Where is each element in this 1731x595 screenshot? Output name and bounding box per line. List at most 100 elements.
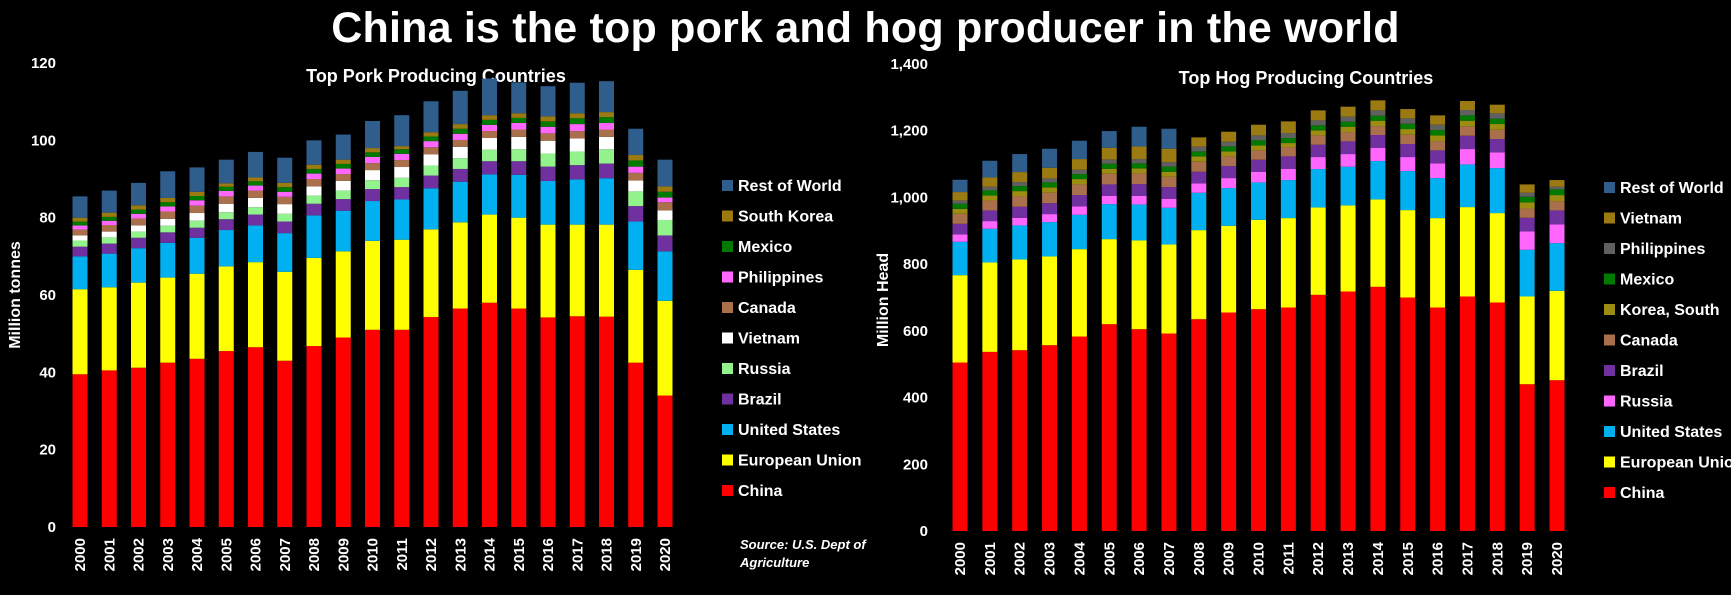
hog-x-tick-2000: 2000 bbox=[952, 542, 969, 575]
pork-bar-2014-south-korea bbox=[482, 115, 497, 120]
pork-bar-2015-china bbox=[511, 308, 527, 527]
hog-y-tick-6: 1,200 bbox=[890, 123, 928, 140]
hog-bar-2005-russia bbox=[1101, 195, 1117, 205]
pork-bar-2015-rest-of-world bbox=[511, 82, 527, 114]
hog-bar-2013-european-union bbox=[1340, 205, 1356, 292]
pork-bar-2006-rest-of-world bbox=[248, 151, 263, 178]
pork-bar-2004-brazil bbox=[189, 227, 205, 238]
hog-bar-2014-mexico bbox=[1370, 115, 1386, 121]
hog-bar-2015-china bbox=[1400, 297, 1416, 531]
pork-legend-swatch-european-union bbox=[722, 454, 733, 466]
pork-bar-2003-united-states bbox=[160, 242, 176, 278]
pork-bar-2020-russia bbox=[657, 219, 673, 236]
pork-bar-2016-philippines bbox=[540, 126, 556, 134]
pork-bar-2009-china bbox=[335, 337, 351, 527]
pork-bar-2016-united-states bbox=[540, 180, 556, 225]
pork-bar-2014-vietnam bbox=[482, 138, 497, 150]
pork-bar-2000-brazil bbox=[72, 246, 88, 257]
hog-bar-2008-philippines bbox=[1191, 146, 1207, 152]
hog-bar-2011-mexico bbox=[1280, 138, 1296, 144]
hog-bar-2010-brazil bbox=[1251, 159, 1266, 172]
pork-bar-2013-south-korea bbox=[452, 124, 468, 129]
hog-bar-2020-canada bbox=[1549, 201, 1565, 211]
pork-bar-2008-brazil bbox=[306, 203, 322, 216]
hog-bar-2011-canada bbox=[1280, 147, 1296, 157]
hog-bar-2003-russia bbox=[1042, 214, 1058, 223]
hog-bar-2004-united-states bbox=[1071, 214, 1087, 250]
pork-bar-2009-philippines bbox=[335, 168, 351, 174]
hog-bar-2003-united-states bbox=[1042, 222, 1058, 257]
hog-bar-2000-canada bbox=[952, 213, 968, 224]
hog-bar-2000-european-union bbox=[952, 275, 968, 363]
hog-bar-2008-russia bbox=[1191, 183, 1207, 193]
pork-bar-2010-european-union bbox=[365, 240, 380, 330]
hog-x-tick-2011: 2011 bbox=[1280, 542, 1297, 575]
pork-bar-2011-canada bbox=[394, 160, 410, 168]
hog-bar-2001-united-states bbox=[982, 228, 998, 263]
hog-bar-2016-united-states bbox=[1430, 178, 1446, 219]
pork-bar-2013-european-union bbox=[452, 222, 468, 309]
pork-legend-label-united-states: United States bbox=[738, 422, 840, 439]
hog-bar-2014-china bbox=[1370, 286, 1386, 531]
hog-bar-2005-china bbox=[1101, 324, 1117, 531]
pork-x-tick-2000: 2000 bbox=[72, 538, 89, 571]
pork-legend-label-european-union: European Union bbox=[738, 453, 862, 470]
pork-x-tick-2017: 2017 bbox=[569, 538, 586, 571]
hog-bar-2017-philippines bbox=[1459, 110, 1475, 116]
hog-bar-2018-korea-south bbox=[1489, 124, 1505, 130]
pork-bar-2017-rest-of-world bbox=[569, 82, 585, 114]
hog-bar-2015-korea-south bbox=[1400, 129, 1416, 135]
pork-bar-2009-brazil bbox=[335, 199, 351, 211]
hog-bar-2018-philippines bbox=[1489, 113, 1505, 119]
hog-bar-2011-united-states bbox=[1280, 180, 1296, 219]
hog-bar-2020-united-states bbox=[1549, 243, 1565, 291]
pork-bar-2017-china bbox=[569, 316, 585, 527]
hog-legend-label-china: China bbox=[1620, 485, 1665, 502]
hog-bar-2011-brazil bbox=[1280, 156, 1296, 169]
pork-bar-2019-south-korea bbox=[628, 155, 644, 161]
hog-bar-2001-european-union bbox=[982, 262, 998, 352]
hog-bar-2002-china bbox=[1012, 350, 1028, 531]
hog-bar-2007-canada bbox=[1161, 176, 1177, 188]
hog-bar-2019-mexico bbox=[1519, 196, 1535, 203]
hog-bar-2010-mexico bbox=[1251, 140, 1266, 146]
pork-bar-2012-south-korea bbox=[423, 132, 439, 137]
hog-bar-2019-united-states bbox=[1519, 249, 1535, 297]
hog-bar-2012-european-union bbox=[1310, 207, 1326, 295]
hog-bar-2012-korea-south bbox=[1310, 130, 1326, 136]
hog-bar-2008-united-states bbox=[1191, 192, 1207, 231]
hog-bar-2012-china bbox=[1310, 294, 1326, 531]
pork-bar-2011-philippines bbox=[394, 153, 410, 161]
pork-bar-2017-vietnam bbox=[569, 138, 585, 152]
pork-bar-2000-rest-of-world bbox=[72, 196, 88, 218]
hog-bar-2001-rest-of-world bbox=[982, 160, 998, 178]
hog-bar-2003-philippines bbox=[1042, 178, 1058, 183]
pork-bar-2018-mexico bbox=[599, 117, 614, 123]
hog-bar-2003-european-union bbox=[1042, 256, 1058, 346]
pork-bar-2020-china bbox=[657, 395, 673, 527]
hog-bar-2007-china bbox=[1161, 333, 1177, 531]
hog-bar-2019-brazil bbox=[1519, 217, 1535, 232]
hog-bar-2017-vietnam bbox=[1459, 101, 1475, 111]
pork-bar-2017-russia bbox=[569, 151, 585, 166]
pork-bar-2017-south-korea bbox=[569, 113, 585, 119]
hog-bar-2007-mexico bbox=[1161, 166, 1177, 172]
hog-bar-2006-rest-of-world bbox=[1131, 126, 1147, 147]
pork-bar-2005-canada bbox=[218, 196, 234, 204]
pork-bar-2001-european-union bbox=[101, 287, 117, 371]
hog-bar-2004-philippines bbox=[1071, 169, 1087, 175]
hog-bar-2010-china bbox=[1251, 309, 1266, 531]
hog-bar-2011-vietnam bbox=[1280, 121, 1296, 134]
pork-bar-2015-russia bbox=[511, 149, 527, 162]
pork-bar-2003-rest-of-world bbox=[160, 171, 176, 198]
hog-bar-2017-european-union bbox=[1459, 207, 1475, 297]
pork-bar-2000-philippines bbox=[72, 225, 88, 230]
hog-bar-2006-vietnam bbox=[1131, 146, 1147, 160]
pork-legend-swatch-philippines bbox=[722, 271, 733, 283]
hog-bar-2019-china bbox=[1519, 384, 1535, 531]
pork-legend-label-china: China bbox=[738, 483, 783, 500]
pork-bar-2015-mexico bbox=[511, 117, 527, 123]
hog-bar-2000-brazil bbox=[952, 223, 968, 235]
pork-bar-2006-russia bbox=[248, 207, 263, 215]
pork-y-tick-3: 60 bbox=[39, 287, 56, 304]
